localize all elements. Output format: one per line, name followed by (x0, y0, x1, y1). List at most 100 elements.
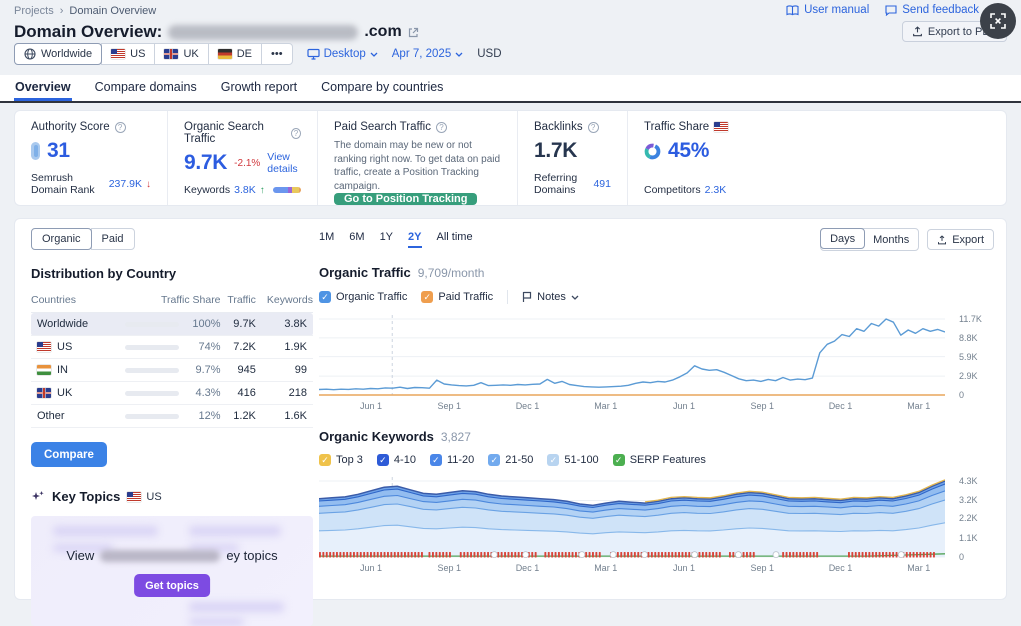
organic-keywords-chart[interactable]: 4.3K 3.2K 2.2K 1.1K 0 Jun 1 Sep 1 Dec 1 Mar 1 Ju… (319, 475, 994, 575)
country-row-in[interactable]: IN 9.7% 945 99 (31, 358, 313, 382)
position-tracking-button[interactable]: Go to Position Tracking (334, 193, 478, 205)
country-row-uk[interactable]: UK 4.3% 416 218 (31, 381, 313, 405)
tab-overview[interactable]: Overview (14, 74, 72, 101)
checkbox-icon: ✓ (488, 454, 501, 466)
page-title: Domain Overview: (14, 22, 163, 41)
organic-traffic-chart[interactable]: 11.7K 8.8K 5.9K 2.9K 0 Jun 1 Sep 1 Dec 1 Mar 1 J… (319, 313, 994, 413)
get-topics-button[interactable]: Get topics (134, 574, 210, 597)
notes-label: Notes (537, 291, 566, 303)
info-icon[interactable]: ? (587, 121, 599, 133)
country-row-other[interactable]: Other 12% 1.2K 1.6K (31, 404, 313, 428)
tab-growth-report[interactable]: Growth report (220, 80, 298, 94)
country-name: IN (57, 364, 68, 376)
country-row-us[interactable]: US 74% 7.2K 1.9K (31, 335, 313, 359)
range-2y[interactable]: 2Y (408, 231, 422, 248)
send-feedback-link[interactable]: Send feedback (885, 4, 979, 16)
google-update-markers (319, 551, 935, 558)
info-icon[interactable]: ? (435, 121, 447, 133)
share-bar (124, 367, 179, 373)
location-tab-[interactable]: ••• (261, 43, 293, 65)
organic-traffic-card: Organic Search Traffic? 9.7K -2.1% View de… (167, 111, 317, 205)
column-header-keywords: Keywords (255, 291, 313, 313)
y-axis-label: 4.3K (959, 476, 978, 486)
checkbox-icon: ✓ (547, 454, 560, 466)
date-selector[interactable]: Apr 7, 2025 (392, 48, 463, 60)
tab-compare-domains[interactable]: Compare domains (94, 80, 197, 94)
keyword-bar-segment (291, 187, 299, 193)
range-6m[interactable]: 6M (349, 231, 365, 243)
traffic-cell: 1.2K (220, 404, 256, 428)
info-icon[interactable]: ? (290, 127, 301, 139)
screenshot-tool-overlay-icon (980, 3, 1016, 39)
country-name: Worldwide (37, 318, 89, 330)
organic-keywords-chart-title: Organic Keywords (319, 429, 434, 444)
chart-export-button[interactable]: Export (927, 229, 994, 250)
organic-traffic-change: -2.1% (234, 157, 261, 169)
country-cell: Worldwide (31, 312, 102, 336)
breadcrumb-projects[interactable]: Projects (14, 5, 54, 17)
notes-dropdown[interactable]: Notes (522, 291, 579, 303)
legend-11-20[interactable]: ✓ 11-20 (429, 454, 475, 466)
y-axis-label: 11.7K (959, 314, 982, 324)
overview-main-card: Organic Paid Distribution by Country Coun… (14, 218, 1007, 626)
toggle-paid[interactable]: Paid (90, 228, 135, 250)
keywords-cell[interactable]: 218 (255, 381, 313, 405)
country-distribution-table: Countries Traffic Share Traffic Keywords Wo… (31, 291, 313, 428)
checkbox-icon: ✓ (319, 291, 331, 303)
column-header-traffic-share: Traffic Share (101, 291, 221, 313)
legend-paid-traffic[interactable]: ✓ Paid Traffic (421, 291, 493, 303)
device-selector[interactable]: Desktop (306, 48, 378, 60)
blurred-domain-pill (100, 549, 221, 562)
country-row-worldwide[interactable]: Worldwide 100% 9.7K 3.8K (31, 312, 313, 336)
keywords-cell[interactable]: 99 (255, 358, 313, 382)
organic-traffic-chart-title: Organic Traffic (319, 265, 411, 280)
location-tab-us[interactable]: US (101, 43, 156, 65)
keywords-cell: 1.6K (255, 404, 313, 428)
location-tab-label: UK (183, 48, 199, 60)
keywords-distribution-bar (272, 187, 301, 193)
keywords-cell[interactable]: 1.9K (255, 335, 313, 359)
location-tab-uk[interactable]: UK (154, 43, 209, 65)
organic-paid-toggle: Organic Paid (31, 228, 135, 250)
breadcrumb: Projects › Domain Overview (14, 5, 156, 17)
range-all-time[interactable]: All time (436, 231, 473, 243)
competitors-value[interactable]: 2.3K (704, 184, 727, 196)
share-bar (124, 344, 179, 350)
info-icon[interactable]: ? (114, 121, 126, 133)
toggle-organic[interactable]: Organic (31, 228, 92, 250)
keywords-count[interactable]: 3.8K (234, 184, 256, 196)
legend-51-100[interactable]: ✓ 51-100 (547, 454, 599, 466)
granularity-months[interactable]: Months (873, 233, 910, 246)
y-axis-label: 8.8K (959, 332, 978, 343)
external-link-icon[interactable] (408, 27, 419, 38)
legend-organic-traffic[interactable]: ✓ Organic Traffic (319, 291, 407, 303)
range-1m[interactable]: 1M (319, 231, 335, 243)
location-tab-de[interactable]: DE (207, 43, 262, 65)
legend-serp-features[interactable]: ✓ SERP Features (612, 454, 706, 466)
legend-21-50[interactable]: ✓ 21-50 (488, 454, 533, 466)
share-bar (124, 321, 179, 327)
location-tab-worldwide[interactable]: Worldwide (14, 43, 103, 65)
legend-4-10[interactable]: ✓ 4-10 (376, 454, 416, 466)
granularity-days[interactable]: Days (820, 228, 866, 249)
date-range-tabs: 1M 6M 1Y 2Y All time (319, 231, 473, 248)
legend-top-3[interactable]: ✓ Top 3 (319, 454, 363, 466)
view-details-link[interactable]: View details (267, 151, 298, 175)
traffic-cell[interactable]: 416 (220, 381, 256, 405)
country-name: US (57, 341, 73, 353)
traffic-share-cell: 9.7% (101, 358, 221, 382)
y-axis-label: 2.2K (959, 513, 978, 524)
compare-button[interactable]: Compare (31, 442, 107, 467)
x-axis-label: Jun 1 (359, 401, 382, 411)
report-tabstrip: Overview Compare domains Growth report Comp… (0, 75, 1021, 103)
traffic-cell[interactable]: 7.2K (220, 335, 256, 359)
checkbox-icon: ✓ (612, 454, 625, 466)
range-1y[interactable]: 1Y (379, 231, 394, 243)
de-flag-icon (217, 49, 232, 59)
tab-compare-by-countries[interactable]: Compare by countries (321, 80, 444, 94)
domain-rank-value[interactable]: 237.9K (108, 178, 142, 190)
traffic-cell[interactable]: 945 (220, 358, 256, 382)
legend-label: 11-20 (446, 454, 475, 466)
user-manual-link[interactable]: User manual (786, 4, 869, 16)
referring-domains-value[interactable]: 491 (593, 178, 611, 190)
